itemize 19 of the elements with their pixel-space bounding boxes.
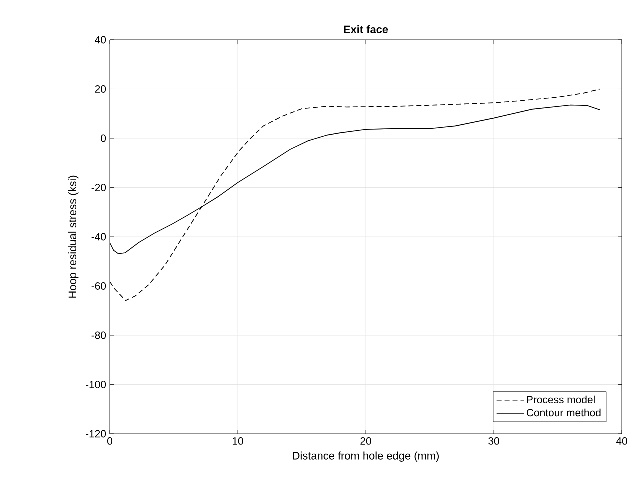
x-tick-label: 20 [360, 438, 372, 445]
y-tick-label: -20 [92, 184, 106, 192]
x-tick-label: 0 [108, 438, 112, 445]
legend-label: Contour method [526, 408, 601, 417]
x-tick-label: 10 [232, 438, 244, 445]
y-tick-label: -40 [92, 233, 106, 241]
x-tick-label: 40 [616, 438, 628, 445]
x-axis-title: Distance from hole edge (mm) [293, 452, 439, 462]
chart-title: Exit face [344, 25, 388, 34]
x-tick-label: 30 [488, 438, 500, 445]
y-tick-label: 20 [95, 86, 106, 93]
y-tick-label: -120 [86, 430, 106, 438]
y-axis-title: Hoop residual stress (ksi) [68, 176, 79, 298]
y-tick-label: 40 [95, 36, 106, 44]
legend-label: Process model [527, 396, 595, 404]
y-tick-label: -80 [92, 332, 106, 340]
y-tick-label: 0 [101, 134, 106, 142]
y-tick-label: -60 [92, 282, 106, 290]
y-tick-label: -100 [86, 381, 106, 388]
